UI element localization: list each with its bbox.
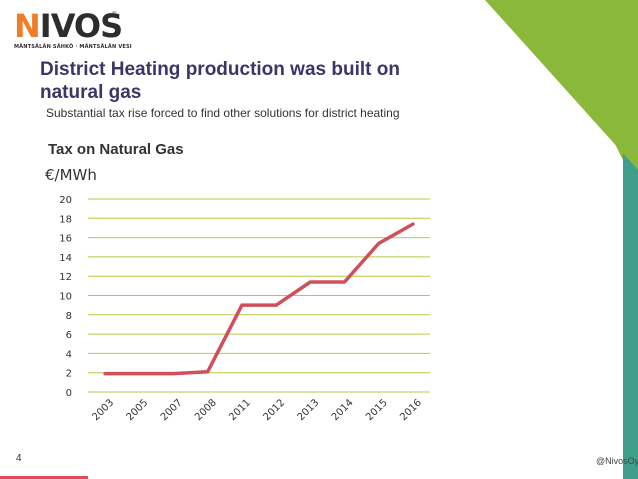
y-axis-unit: €/MWh (45, 166, 97, 184)
y-tick-label: 6 (66, 330, 72, 341)
series-line (103, 222, 415, 376)
y-tick-label: 14 (59, 253, 72, 264)
x-tick-label: 2012 (261, 397, 287, 423)
x-tick-label: 2011 (227, 397, 253, 423)
x-tick-label: 2015 (364, 397, 390, 423)
chart-title: Tax on Natural Gas (48, 141, 184, 158)
y-tick-label: 4 (66, 349, 72, 360)
data-point (103, 372, 107, 376)
x-tick-label: 2016 (398, 397, 424, 423)
x-tick-label: 2008 (193, 397, 219, 423)
nivos-logo: NIVOS ® MÄNTSÄLÄN SÄHKÖ · MÄNTSÄLÄN VESI (14, 7, 132, 52)
slide-subtitle: Substantial tax rise forced to find othe… (46, 106, 400, 120)
data-point (240, 303, 244, 307)
y-tick-label: 18 (59, 214, 72, 225)
data-point (343, 280, 346, 284)
y-tick-label: 16 (59, 234, 72, 245)
data-point (172, 372, 175, 376)
y-tick-label: 8 (66, 311, 72, 322)
page-number: 4 (16, 453, 22, 464)
slide-title: District Heating production was built on… (40, 59, 400, 103)
logo-wordmark: NIVOS (14, 7, 123, 45)
green-triangle-overlay-shape (485, 0, 638, 170)
data-point (274, 303, 278, 307)
x-tick-label: 2013 (296, 397, 322, 423)
y-tick-label: 0 (66, 388, 72, 399)
data-point (411, 222, 415, 226)
x-tick-label: 2014 (330, 397, 356, 423)
x-tick-label: 2007 (159, 397, 185, 423)
footer-accent-line (0, 476, 88, 479)
data-point (206, 370, 210, 374)
x-tick-label: 2005 (125, 397, 151, 423)
logo-tagline: MÄNTSÄLÄN SÄHKÖ · MÄNTSÄLÄN VESI (14, 44, 132, 50)
tax-line-chart: 0 2 4 6 8 10 12 14 16 18 20 2003 2005 2007 2008 2011 201… (59, 195, 430, 423)
data-point (308, 280, 312, 284)
y-tick-label: 10 (59, 292, 72, 303)
x-tick-label: 2003 (90, 397, 116, 423)
logo-registered-mark: ® (112, 12, 117, 18)
data-point (137, 372, 141, 376)
social-handle: @NivosOy (596, 456, 638, 466)
corner-decoration (438, 0, 638, 479)
y-tick-label: 2 (66, 369, 72, 380)
y-tick-label: 20 (59, 195, 72, 206)
data-point (377, 241, 381, 245)
y-tick-label: 12 (59, 272, 72, 283)
